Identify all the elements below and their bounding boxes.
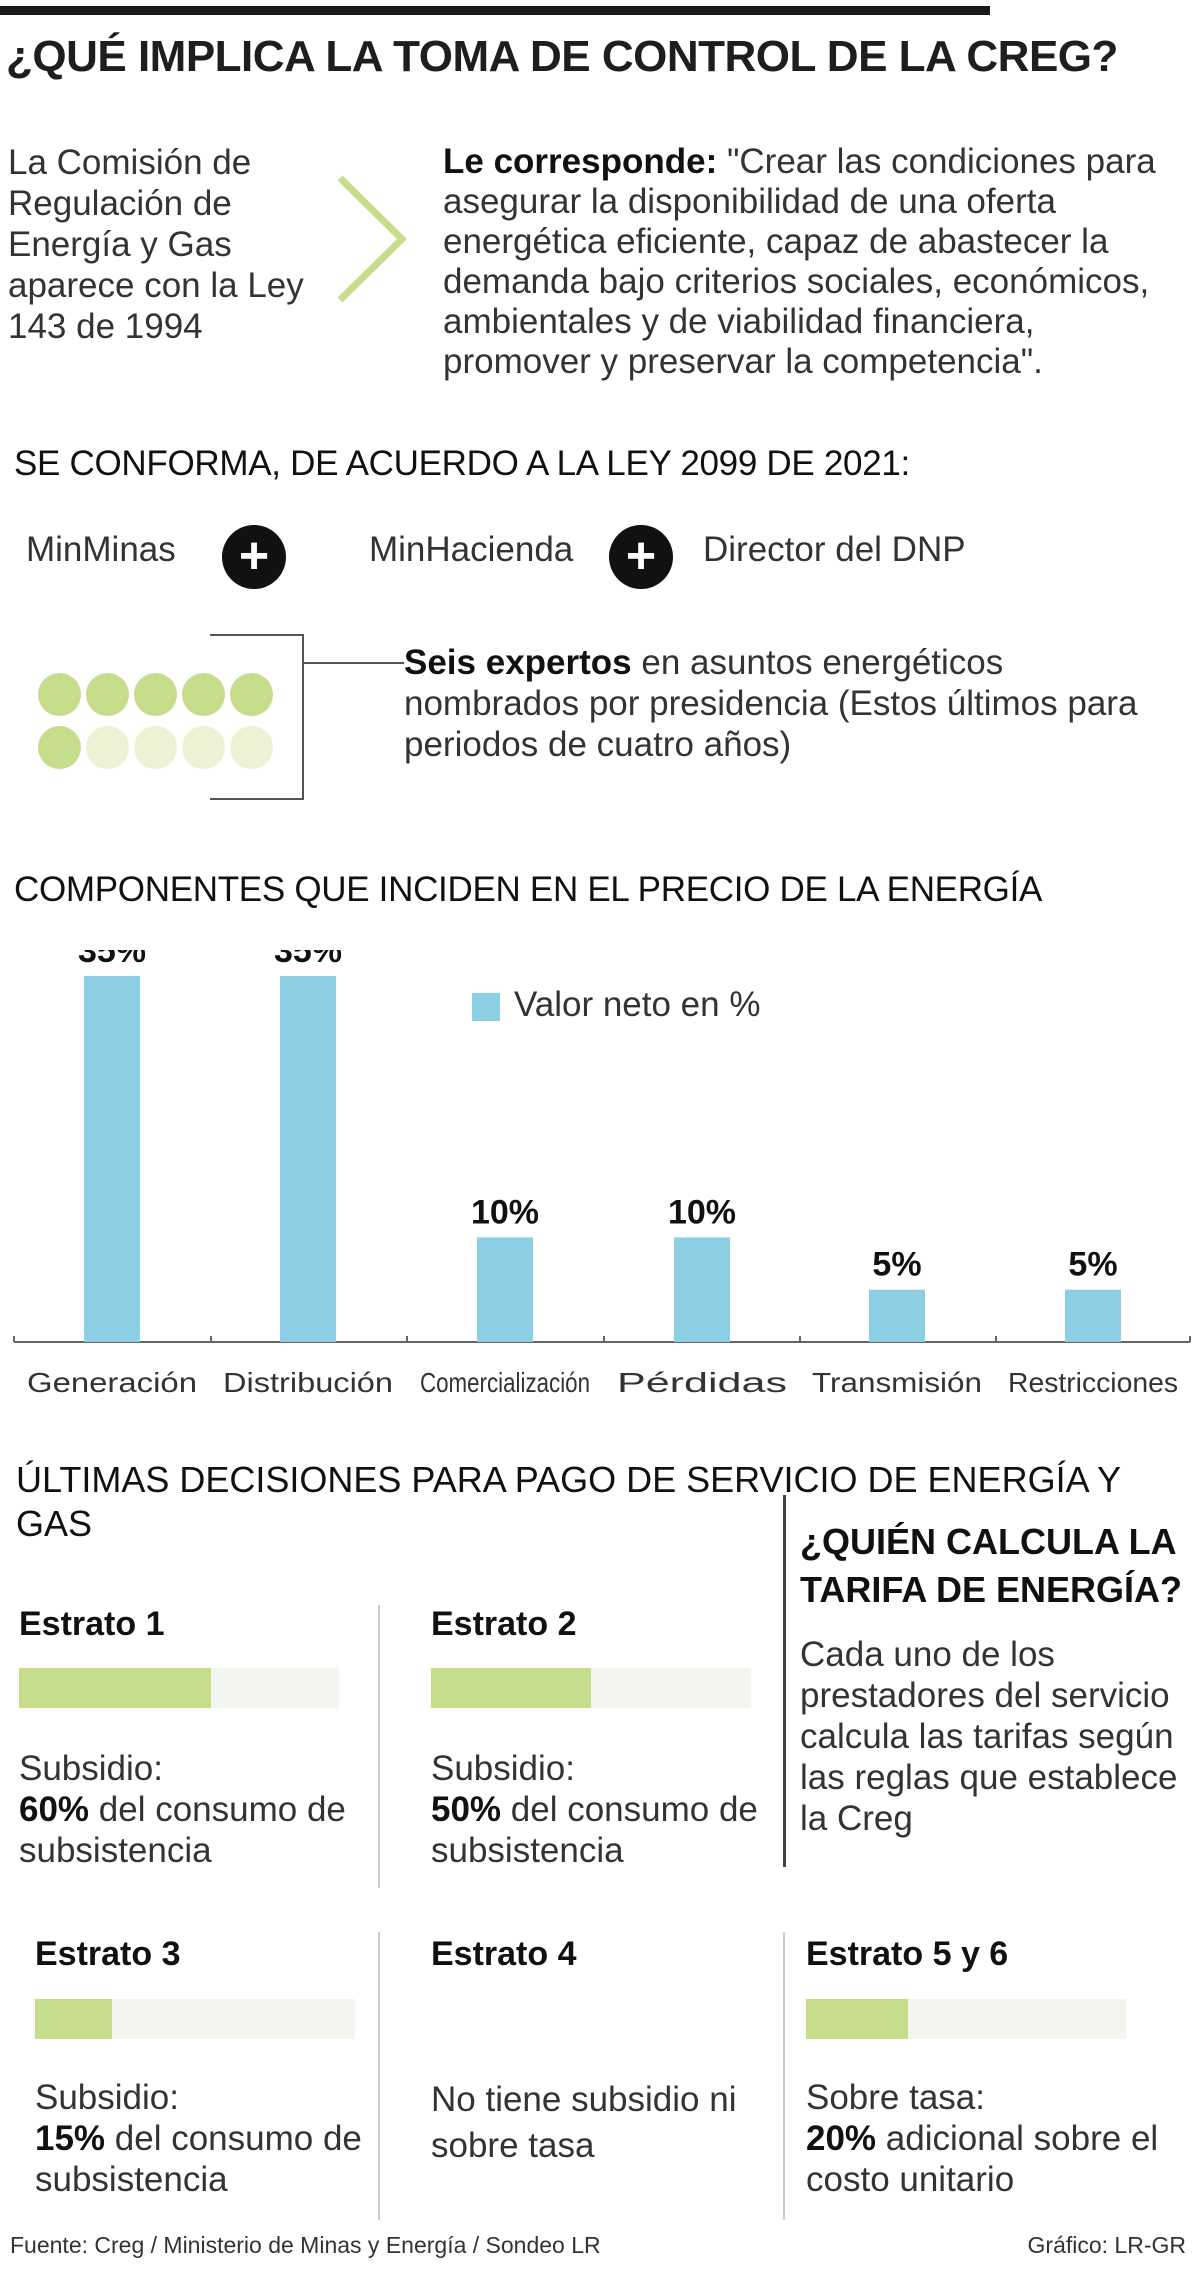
stratum-1-bar-fill (19, 1668, 211, 1708)
mandate-label: Le corresponde: (443, 142, 718, 181)
divider (378, 1932, 380, 2220)
category-label: Transmisión (812, 1367, 982, 1398)
mandate-quote: "Crear las condiciones para asegurar la … (443, 142, 1156, 381)
expert-dot-empty (86, 726, 129, 769)
stratum-1-name: Estrato 1 (19, 1605, 165, 1643)
credit-footer: Gráfico: LR-GR (1027, 2232, 1186, 2258)
bracket-bottom (210, 798, 304, 800)
member-minhacienda: MinHacienda (369, 530, 574, 569)
expert-dot-empty (230, 726, 273, 769)
top-rule (0, 6, 990, 15)
stratum-5-6-percent: 20% (806, 2119, 877, 2158)
bar-value-label: 5% (1068, 1246, 1117, 1284)
creg-origin-text: La Comisión de Regulación de Energía y G… (8, 143, 304, 346)
expert-dot-filled (182, 673, 225, 716)
stratum-3-bar (35, 1999, 355, 2039)
expert-dot-filled (134, 673, 177, 716)
source-footer: Fuente: Creg / Ministerio de Minas y Ene… (10, 2232, 601, 2258)
divider (378, 1605, 380, 1888)
stratum-2-label: Subsidio: (431, 1749, 575, 1788)
experts-description: en asuntos energéticos nombrados por pre… (404, 643, 1138, 764)
expert-dot-filled (230, 673, 273, 716)
expert-dot-filled (38, 673, 81, 716)
quien-calcula-text: Cada uno de los prestadores del servicio… (800, 1635, 1178, 1838)
member-director-dnp: Director del DNP (703, 530, 966, 569)
stratum-1-percent: 60% (19, 1790, 90, 1829)
bar-1 (280, 976, 336, 1342)
bracket-side (302, 634, 304, 800)
bar-4 (869, 1289, 925, 1342)
legend-swatch (472, 993, 500, 1021)
bar-value-label: 10% (471, 1193, 539, 1231)
decisions-title: ÚLTIMAS DECISIONES PARA PAGO DE SERVICIO… (16, 1459, 1121, 1544)
stratum-3-name: Estrato 3 (35, 1935, 181, 1973)
legend-label: Valor neto en % (514, 985, 761, 1024)
stratum-3-text: Subsidio: 15% del consumo de subsistencia (35, 2077, 365, 2200)
stratum-2-text: Subsidio: 50% del consumo de subsistencia (431, 1748, 771, 1871)
stratum-3-bar-fill (35, 1999, 112, 2039)
stratum-2-name: Estrato 2 (431, 1605, 577, 1643)
expert-dot-empty (182, 726, 225, 769)
chart-title: COMPONENTES QUE INCIDEN EN EL PRECIO DE … (14, 870, 1043, 909)
plus-icon: + (609, 525, 673, 589)
stratum-1-bar (19, 1668, 339, 1708)
stratum-1-label: Subsidio: (19, 1749, 163, 1788)
stratum-1-detail: del consumo de subsistencia (19, 1790, 346, 1870)
bar-2 (477, 1237, 533, 1342)
bar-chart: 35% Generación 35% Distribución 10% Comercial… (13, 950, 1191, 1398)
category-label: Distribución (223, 1367, 393, 1398)
stratum-5-6-text: Sobre tasa: 20% adicional sobre el costo … (806, 2077, 1176, 2200)
stratum-2-bar-fill (431, 1668, 591, 1708)
bar-0 (84, 976, 140, 1342)
stratum-5-6-detail: adicional sobre el costo unitario (806, 2119, 1159, 2199)
expert-dot-filled (86, 673, 129, 716)
stratum-4-text: No tiene subsidio ni sobre tasa (431, 2080, 737, 2165)
page-title: ¿QUÉ IMPLICA LA TOMA DE CONTROL DE LA CR… (6, 32, 1118, 81)
divider (783, 1932, 785, 2220)
creg-mandate: Le corresponde: "Crear las condiciones p… (443, 142, 1183, 382)
bracket-top (210, 634, 304, 636)
stratum-5-6-label: Sobre tasa: (806, 2078, 985, 2117)
stratum-2-bar (431, 1668, 751, 1708)
plus-icon: + (222, 525, 286, 589)
bracket-connector (302, 662, 404, 664)
stratum-4-name: Estrato 4 (431, 1935, 577, 1973)
bar-value-label: 10% (668, 1193, 736, 1231)
bar-value-label: 35% (274, 950, 342, 970)
stratum-3-label: Subsidio: (35, 2078, 179, 2117)
stratum-5-6-name: Estrato 5 y 6 (806, 1935, 1009, 1973)
experts-label: Seis expertos (404, 643, 632, 682)
stratum-2-percent: 50% (431, 1790, 502, 1829)
conformation-heading: SE CONFORMA, DE ACUERDO A LA LEY 2099 DE… (14, 444, 910, 483)
expert-dot-filled (38, 726, 81, 769)
stratum-1-text: Subsidio: 60% del consumo de subsistencia (19, 1748, 369, 1871)
bar-5 (1065, 1289, 1121, 1342)
member-minminas: MinMinas (26, 530, 176, 569)
experts-text: Seis expertos en asuntos energéticos nom… (404, 642, 1164, 765)
category-label: Pérdidas (617, 1367, 787, 1398)
category-label: Comercialización (420, 1367, 590, 1398)
stratum-3-detail: del consumo de subsistencia (35, 2119, 362, 2199)
bar-3 (674, 1237, 730, 1342)
stratum-5-6-bar (806, 1999, 1126, 2039)
expert-dot-empty (134, 726, 177, 769)
quien-calcula-title: ¿QUIÉN CALCULA LA TARIFA DE ENERGÍA? (800, 1521, 1183, 1610)
chevron-right-icon (337, 175, 407, 303)
stratum-5-6-bar-fill (806, 1999, 909, 2039)
stratum-2-detail: del consumo de subsistencia (431, 1790, 758, 1870)
stratum-3-percent: 15% (35, 2119, 106, 2158)
divider (783, 1495, 786, 1867)
bar-value-label: 5% (872, 1246, 921, 1284)
category-label: Restricciones (1008, 1367, 1178, 1398)
category-label: Generación (27, 1367, 197, 1398)
bar-value-label: 35% (78, 950, 146, 970)
